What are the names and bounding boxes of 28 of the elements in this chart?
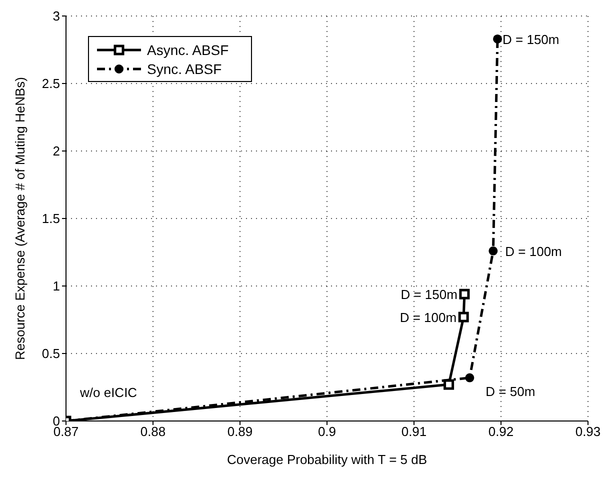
y-tick-label: 1 bbox=[52, 278, 60, 294]
point bbox=[459, 288, 470, 300]
annotation: D = 50m bbox=[486, 384, 536, 399]
legend-label: Async. ABSF bbox=[147, 42, 229, 58]
point bbox=[465, 373, 474, 382]
x-tick-label: 0.93 bbox=[575, 424, 601, 440]
point bbox=[458, 312, 469, 322]
point bbox=[444, 379, 454, 390]
annotation: D = 100m bbox=[505, 244, 562, 259]
y-tick-label: 3 bbox=[52, 8, 60, 24]
y-tick-label: 2 bbox=[52, 144, 60, 159]
point bbox=[493, 34, 502, 44]
x-tick-label: 0.9 bbox=[318, 424, 336, 440]
x-tick-label: 0.88 bbox=[140, 424, 166, 440]
y-axis-title: Resource Expense (Average # of Muting HeNBs) bbox=[12, 76, 28, 360]
legend-label: Sync. ABSF bbox=[147, 60, 222, 76]
annotation: D = 150m bbox=[400, 287, 458, 302]
point bbox=[488, 246, 498, 256]
annotation: w/o eICIC bbox=[79, 385, 138, 400]
x-tick-label: 0.92 bbox=[488, 424, 514, 440]
x-axis-title: Coverage Probability with T = 5 dB bbox=[226, 452, 428, 467]
x-tick-label: 0.91 bbox=[401, 424, 427, 440]
y-tick-label: 1.5 bbox=[42, 211, 60, 226]
annotation: D = 100m bbox=[400, 310, 457, 326]
x-tick-label: 0.89 bbox=[227, 424, 253, 440]
y-tick-label: 0.5 bbox=[42, 346, 60, 362]
y-tick-label: 2.5 bbox=[42, 76, 60, 92]
annotation: D = 150m bbox=[502, 32, 560, 47]
